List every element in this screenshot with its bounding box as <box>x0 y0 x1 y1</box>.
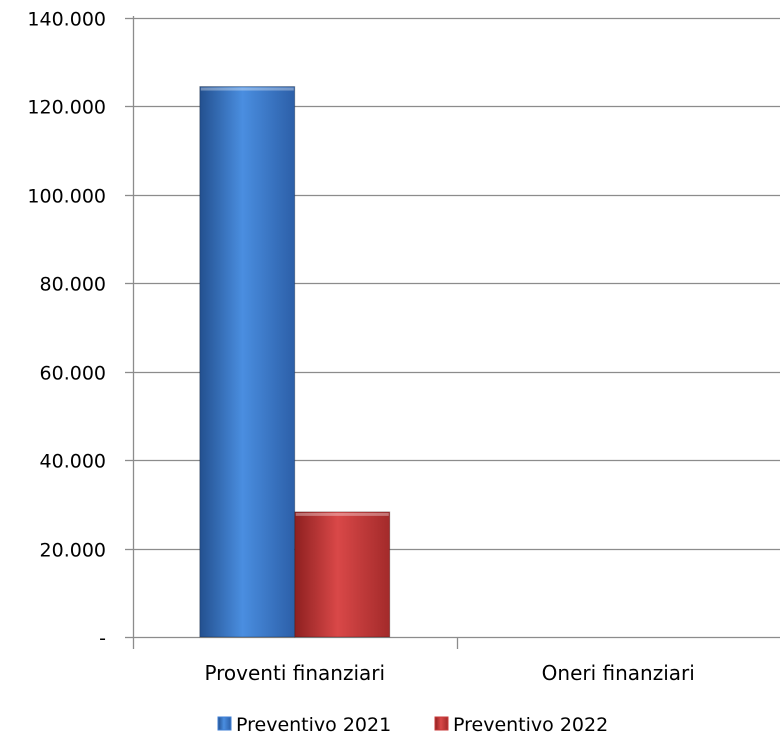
legend: Preventivo 2021 Preventivo 2022 <box>217 714 608 736</box>
bar-highlight <box>200 87 294 91</box>
axis-labels: - 20.000 40.000 60.000 80.000 100.000 120.000 1… <box>27 9 694 686</box>
legend-label: Preventivo 2022 <box>453 714 608 736</box>
x-category-label: Oneri finanziari <box>542 661 695 685</box>
axes <box>125 16 780 649</box>
bar-preventivo-2022 <box>294 511 391 638</box>
y-tick-label: 120.000 <box>27 97 106 119</box>
legend-swatch <box>434 716 449 731</box>
y-tick-label: 140.000 <box>27 9 106 31</box>
legend-label: Preventivo 2021 <box>236 714 391 736</box>
x-category-label: Proventi finanziari <box>204 661 385 685</box>
y-tick-label: 100.000 <box>27 186 106 208</box>
y-tick-label: 80.000 <box>40 274 106 296</box>
y-tick-label: 60.000 <box>40 363 106 385</box>
bar-highlight <box>295 512 389 516</box>
y-tick-label: 40.000 <box>40 451 106 473</box>
y-tick-label: 20.000 <box>40 540 106 562</box>
y-tick-label: - <box>99 628 106 650</box>
legend-swatch <box>217 716 232 731</box>
bars <box>199 86 391 638</box>
bar-preventivo-2021 <box>199 86 296 638</box>
